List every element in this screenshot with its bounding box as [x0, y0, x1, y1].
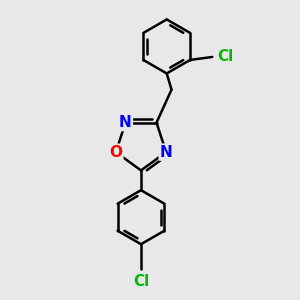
Text: Cl: Cl: [218, 50, 234, 64]
Text: O: O: [110, 145, 122, 160]
Text: N: N: [160, 145, 172, 160]
Text: Cl: Cl: [133, 274, 149, 289]
Text: N: N: [119, 115, 132, 130]
